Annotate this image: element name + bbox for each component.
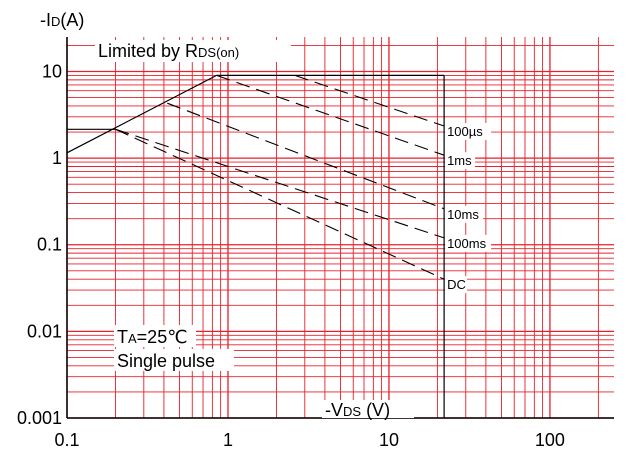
limit-label-bg <box>95 40 291 62</box>
annotation-text: TA=25℃ <box>117 327 187 347</box>
limit-line <box>66 74 217 154</box>
series-line <box>294 74 445 127</box>
x-axis-title-bg <box>322 400 414 418</box>
series-label: 1ms <box>447 153 472 168</box>
series-label-bg <box>445 122 492 140</box>
series-label: 100µs <box>447 124 483 139</box>
y-tick-label: 0.001 <box>17 408 62 428</box>
series-line <box>115 128 445 239</box>
grid <box>66 37 614 419</box>
series-line <box>167 102 445 210</box>
tick-labels: 0.1 1 10 100 10 1 0.1 0.01 0.001 <box>17 61 565 450</box>
series-label-bg <box>445 276 468 294</box>
x-tick-label: 100 <box>535 430 565 450</box>
y-tick-label: 1 <box>52 148 62 168</box>
annotation-text: Single pulse <box>117 351 215 371</box>
series-label: 100ms <box>447 236 487 251</box>
y-axis-title: -ID(A) <box>40 10 84 30</box>
series-label: 10ms <box>447 207 479 222</box>
series-label-bg <box>445 152 476 170</box>
y-tick-label: 0.01 <box>27 321 62 341</box>
series-label-bg <box>445 234 492 252</box>
series-label: DC <box>447 277 466 292</box>
curves <box>66 74 445 418</box>
series-line <box>216 74 445 156</box>
x-tick-label: 0.1 <box>54 430 79 450</box>
x-tick-label: 1 <box>223 430 233 450</box>
series-label-bg <box>445 205 484 223</box>
y-tick-label: 0.1 <box>37 235 62 255</box>
x-axis-title: -VDS (V) <box>325 400 390 420</box>
limit-label: Limited by RDS(on) <box>98 41 239 61</box>
x-tick-label: 10 <box>379 430 399 450</box>
annotation-bg <box>114 325 196 347</box>
series-line <box>115 128 445 280</box>
labels: 100µs 1ms 10ms 100ms DC -ID(A) -VDS (V) Limited… <box>40 10 492 420</box>
annotation-bg <box>114 349 234 371</box>
y-tick-label: 10 <box>42 61 62 81</box>
